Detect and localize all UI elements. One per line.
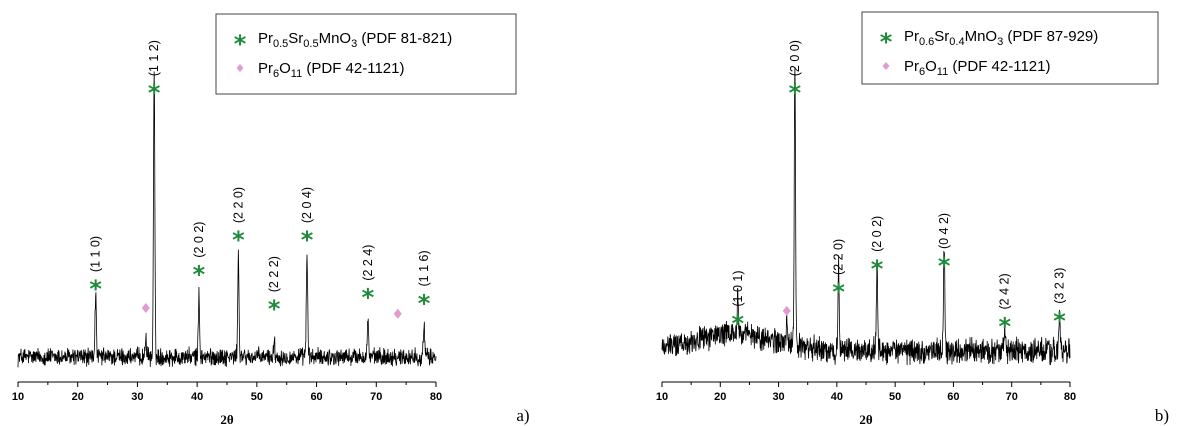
phase-diamond-marker xyxy=(393,308,402,319)
x-tick-label: 40 xyxy=(191,391,203,403)
legend-entry-label: Pr6O11 (PDF 42-1121) xyxy=(258,60,404,80)
peak-hkl-label: (2 2 0) xyxy=(832,239,846,275)
legend: * Pr0.6Sr0.4MnO3 (PDF 87-929) Pr6O11 (PDF … xyxy=(861,11,1159,85)
peak-hkl-label: (2 0 2) xyxy=(870,216,884,252)
x-tick-label: 70 xyxy=(1006,391,1018,403)
legend-star-icon: * xyxy=(880,28,893,56)
phase-star-marker: * xyxy=(731,310,744,338)
x-tick-label: 20 xyxy=(72,391,84,403)
legend-diamond-icon xyxy=(236,64,244,72)
legend-entry-label: Pr0.5Sr0.5MnO3 (PDF 81-821) xyxy=(258,30,452,50)
peak-hkl-label: (1 1 2) xyxy=(147,40,161,76)
x-tick-label: 10 xyxy=(12,391,24,403)
x-tick-label: 80 xyxy=(1064,391,1076,403)
legend-box xyxy=(861,11,1159,85)
phase-star-marker: * xyxy=(232,226,245,254)
legend-entry-label: Pr0.6Sr0.4MnO3 (PDF 87-929) xyxy=(904,28,1098,48)
peak-hkl-label: (2 2 2) xyxy=(267,256,281,292)
phase-star-marker: * xyxy=(789,79,802,107)
phase-diamond-marker xyxy=(782,305,791,316)
xrd-panel-b: 10 20 30 40 50 60 70 80 2θ b) * (1 0 1) * (2 0 0) * (2 … xyxy=(656,11,1169,426)
peak-hkl-label: (2 0 0) xyxy=(788,40,802,76)
phase-star-marker: * xyxy=(301,226,314,254)
peak-hkl-label: (2 4 2) xyxy=(998,273,1012,309)
x-tick-label: 20 xyxy=(714,391,726,403)
peak-hkl-label: (3 2 3) xyxy=(1053,268,1067,304)
x-tick-label: 30 xyxy=(772,391,784,403)
phase-star-marker: * xyxy=(938,252,951,280)
phase-star-marker: * xyxy=(998,313,1011,341)
legend-box xyxy=(215,13,517,95)
x-tick-label: 80 xyxy=(430,391,442,403)
phase-star-marker: * xyxy=(832,278,845,306)
x-tick-label: 50 xyxy=(889,391,901,403)
phase-star-marker: * xyxy=(268,295,281,323)
peak-hkl-label: (1 0 1) xyxy=(731,270,745,306)
peak-hkl-label: (2 2 0) xyxy=(231,187,245,223)
x-tick-label: 30 xyxy=(131,391,143,403)
peak-hkl-label: (0 4 2) xyxy=(937,213,951,249)
peak-hkl-label: (2 0 4) xyxy=(300,187,314,223)
legend-entry-label: Pr6O11 (PDF 42-1121) xyxy=(904,58,1050,78)
xrd-trace-line xyxy=(661,67,1071,366)
phase-star-marker: * xyxy=(871,255,884,283)
x-tick-label: 10 xyxy=(656,391,668,403)
legend: * Pr0.5Sr0.5MnO3 (PDF 81-821) Pr6O11 (PDF … xyxy=(215,13,517,95)
peak-hkl-label: (1 1 6) xyxy=(417,250,431,286)
panel-label: a) xyxy=(516,406,529,425)
phase-star-marker: * xyxy=(89,275,102,303)
phase-star-marker: * xyxy=(418,289,431,317)
x-tick-label: 60 xyxy=(310,391,322,403)
phase-diamond-marker xyxy=(141,303,150,313)
peak-hkl-label: (1 1 0) xyxy=(89,236,103,272)
xrd-panel-a: 10 20 30 40 50 60 70 80 2θ a) * (1 1 0) * (1 1 2) * (2 … xyxy=(12,13,530,426)
x-tick-label: 40 xyxy=(831,391,843,403)
phase-star-marker: * xyxy=(362,284,375,312)
phase-star-marker: * xyxy=(148,79,161,107)
peak-hkl-label: (2 0 2) xyxy=(192,222,206,258)
phase-star-marker: * xyxy=(1053,307,1066,335)
x-axis-label: 2θ xyxy=(859,412,873,426)
legend-star-icon: * xyxy=(234,30,247,58)
x-tick-label: 60 xyxy=(947,391,959,403)
phase-star-marker: * xyxy=(193,261,206,289)
peak-hkl-label: (2 2 4) xyxy=(361,245,375,281)
legend-diamond-icon xyxy=(882,62,890,70)
xrd-trace-line xyxy=(17,71,437,368)
x-axis-label: 2θ xyxy=(220,412,234,426)
x-tick-label: 50 xyxy=(251,391,263,403)
x-tick-label: 70 xyxy=(370,391,382,403)
panel-label: b) xyxy=(1155,406,1169,425)
